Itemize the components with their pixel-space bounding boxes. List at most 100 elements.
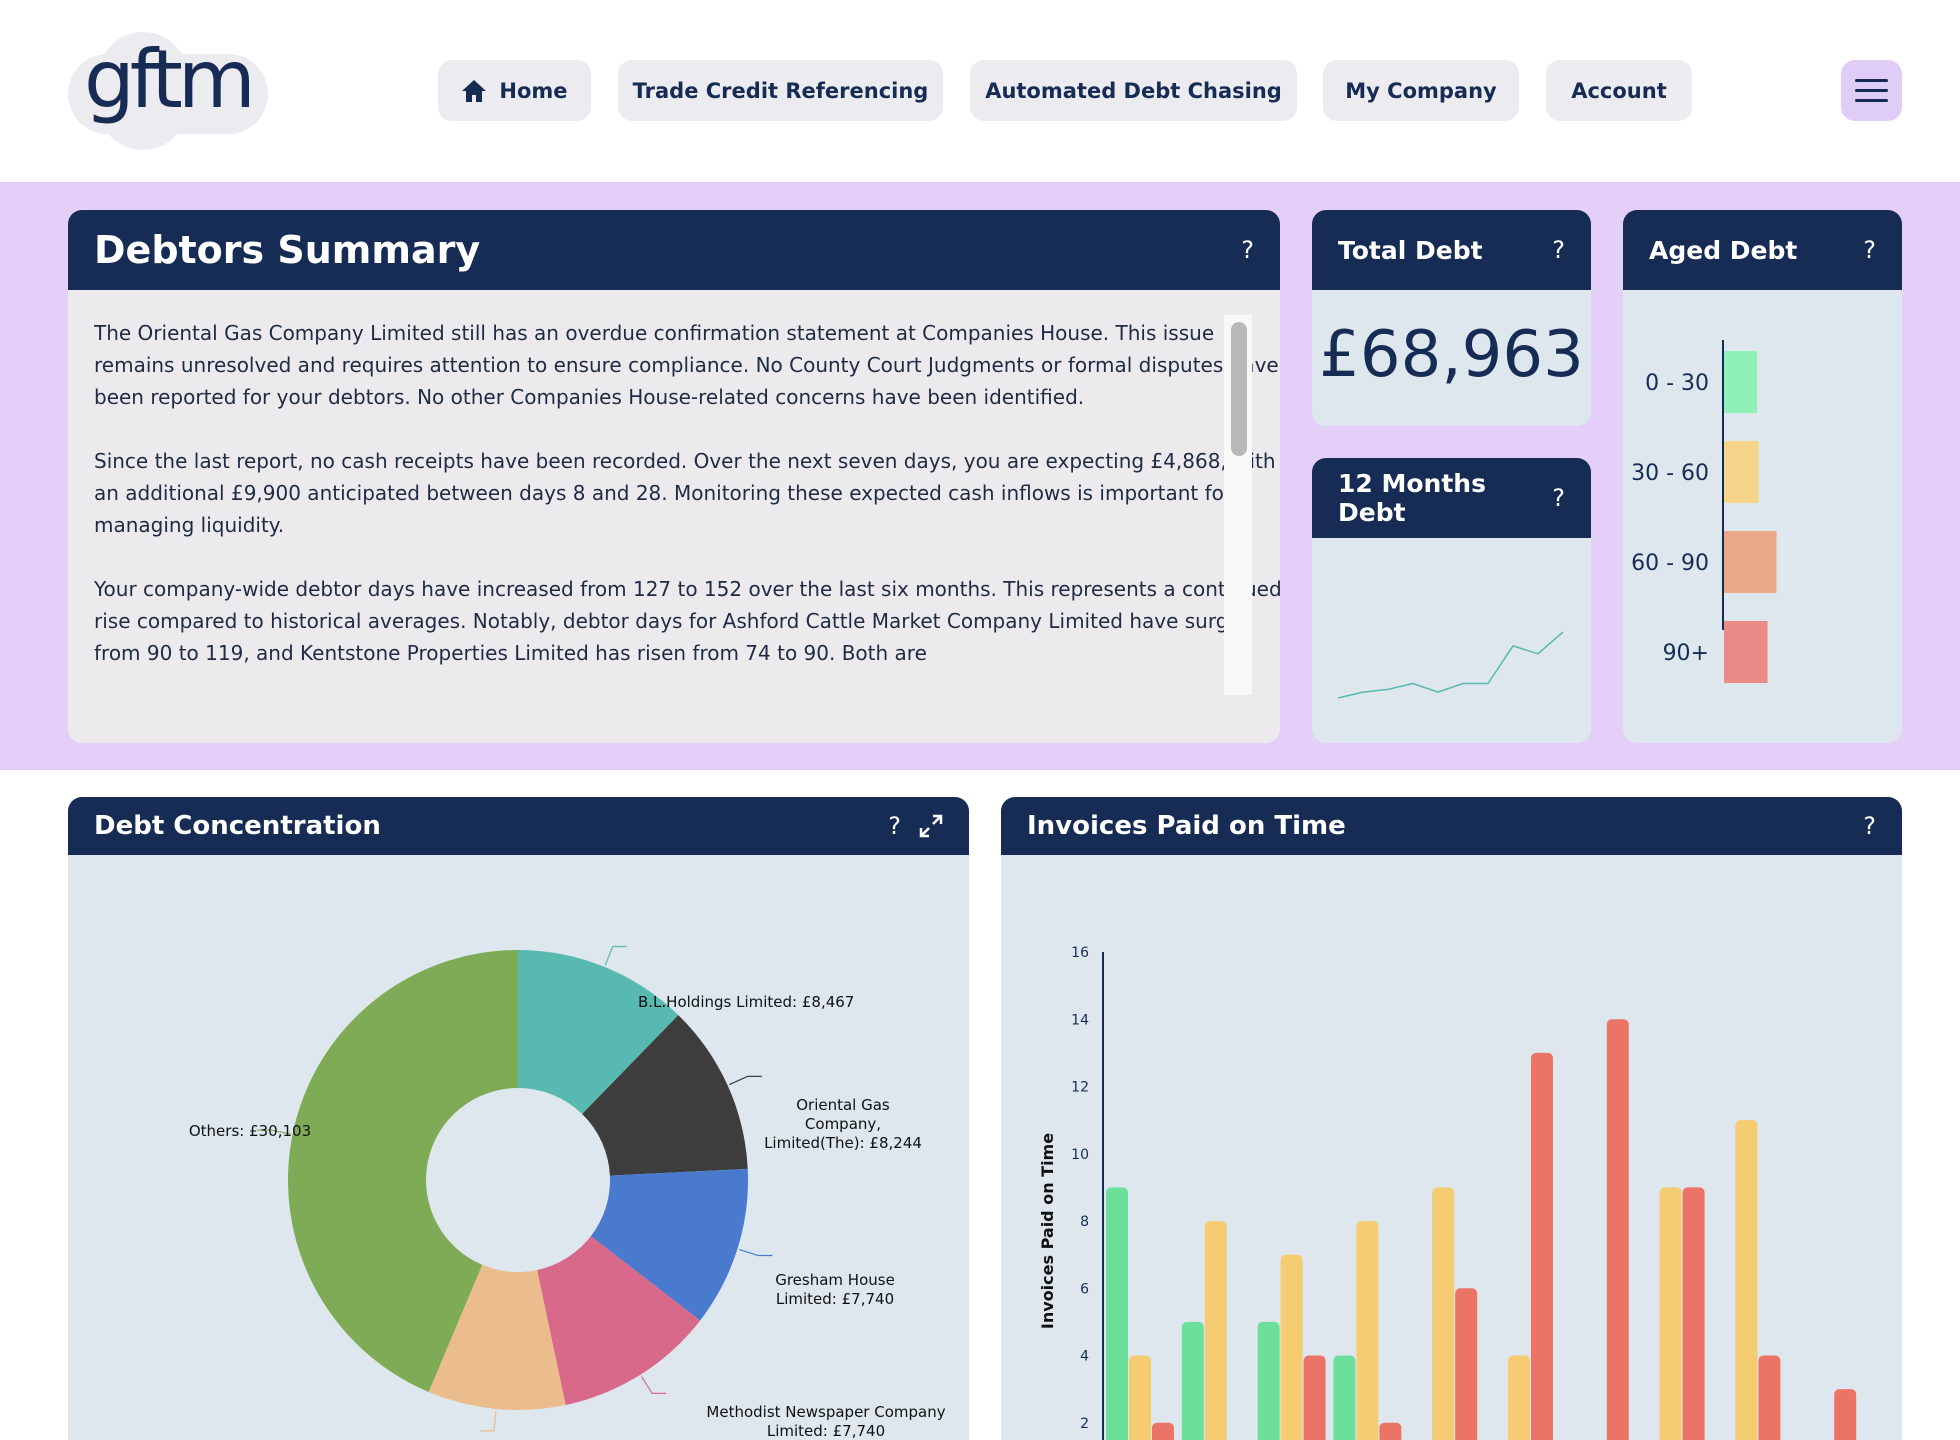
invoice-bar — [1659, 1187, 1682, 1440]
invoices-paid-on-time-title: Invoices Paid on Time — [1027, 811, 1346, 841]
donut-slice-label: Others: £30,103 — [189, 1122, 311, 1140]
invoice-bar — [1379, 1422, 1402, 1440]
home-button[interactable]: Home — [438, 60, 591, 121]
aged-debt-label: 60 - 90 — [1631, 551, 1709, 576]
account-label: Account — [1571, 78, 1667, 103]
invoice-bar — [1204, 1221, 1227, 1440]
hamburger-line — [1855, 79, 1888, 82]
summary-paragraph: Since the last report, no cash receipts … — [94, 449, 1276, 537]
y-tick-label: 2 — [1080, 1416, 1089, 1432]
aged-debt-card: Aged Debt ? 0 - 30 30 - 60 60 - 90 90+ — [1623, 210, 1902, 743]
donut-leader-line — [480, 1410, 497, 1432]
debt-concentration-donut-chart: B.L.Holdings Limited: £8,467 Oriental Gas… — [189, 945, 946, 1440]
aged-debt-chart: 0 - 30 30 - 60 60 - 90 90+ — [1631, 340, 1777, 683]
sparkline-series — [1337, 631, 1564, 699]
invoices-paid-on-time-header: Invoices Paid on Time ? — [1001, 797, 1902, 855]
invoices-paid-on-time-chart: 0246810121416Invoices Paid on Time — [1038, 945, 1857, 1440]
invoice-bar — [1531, 1052, 1553, 1440]
trade-credit-referencing-label: Trade Credit Referencing — [632, 78, 929, 103]
home-icon — [462, 79, 487, 102]
my-company-button[interactable]: My Company — [1323, 60, 1519, 121]
gftm-logo[interactable]: gftm — [68, 32, 268, 150]
automated-debt-chasing-button[interactable]: Automated Debt Chasing — [970, 60, 1297, 121]
aged-debt-label: 0 - 30 — [1645, 371, 1709, 396]
my-company-label: My Company — [1345, 78, 1497, 103]
donut-slice — [582, 1015, 748, 1176]
menu-hamburger-button[interactable] — [1841, 60, 1902, 121]
y-tick-label: 12 — [1071, 1080, 1089, 1096]
help-icon[interactable]: ? — [888, 812, 901, 840]
invoice-bar — [1735, 1120, 1758, 1440]
aged-debt-label: 90+ — [1663, 641, 1709, 666]
donut-slice — [428, 1264, 566, 1410]
debt-concentration-actions: ? — [888, 812, 943, 840]
debtors-summary-text: The Oriental Gas Company Limited still h… — [94, 317, 1280, 717]
aged-debt-bar — [1724, 351, 1757, 413]
aged-debt-title: Aged Debt — [1649, 235, 1798, 265]
aged-debt-bar — [1724, 441, 1759, 503]
logo-backdrop-bump — [98, 32, 188, 150]
hamburger-line — [1855, 99, 1888, 102]
summary-scrollbar-thumb[interactable] — [1231, 322, 1247, 456]
aged-debt-bar — [1724, 621, 1768, 683]
twelve-months-debt-sparkline — [1337, 631, 1564, 699]
donut-leader-line — [640, 1376, 667, 1394]
total-debt-value: £68,963 — [1319, 318, 1584, 392]
total-debt-card: Total Debt ? £68,963 — [1312, 210, 1591, 426]
expand-icon[interactable] — [919, 814, 943, 838]
home-label: Home — [499, 78, 568, 103]
invoice-bar — [1682, 1187, 1705, 1440]
donut-leader-line — [729, 1075, 762, 1086]
invoice-bar — [1106, 1187, 1128, 1440]
help-icon[interactable]: ? — [1552, 484, 1565, 512]
debt-concentration-card: Debt Concentration ? B.L.Holdings Limite… — [68, 797, 969, 1440]
hamburger-line — [1855, 89, 1888, 92]
invoice-bar — [1333, 1355, 1356, 1440]
invoice-bar — [1758, 1355, 1781, 1440]
donut-slice — [288, 950, 518, 1392]
invoice-bar — [1152, 1422, 1174, 1440]
invoice-bar — [1257, 1321, 1280, 1440]
invoice-bar — [1303, 1355, 1326, 1440]
donut-slice — [518, 950, 679, 1115]
help-icon[interactable]: ? — [1241, 236, 1254, 264]
aged-debt-bar — [1724, 531, 1777, 593]
invoice-bar — [1606, 1019, 1629, 1440]
invoice-bar — [1455, 1288, 1478, 1440]
donut-slice-label: Methodist Newspaper Company Limited: £7,7… — [706, 1403, 945, 1440]
donut-slice — [590, 1168, 748, 1321]
donut-slice-label: Gresham House Limited: £7,740 — [775, 1271, 895, 1308]
debtors-summary-header: Debtors Summary ? — [68, 210, 1280, 290]
y-axis-title: Invoices Paid on Time — [1038, 1133, 1057, 1329]
debt-concentration-header: Debt Concentration ? — [68, 797, 969, 855]
invoice-bar — [1181, 1321, 1204, 1440]
summary-paragraph: Your company-wide debtor days have incre… — [94, 577, 1280, 665]
y-tick-label: 10 — [1071, 1147, 1089, 1163]
y-tick-label: 16 — [1071, 945, 1089, 961]
account-button[interactable]: Account — [1546, 60, 1692, 121]
y-tick-label: 4 — [1080, 1349, 1089, 1365]
y-tick-label: 14 — [1071, 1012, 1089, 1028]
donut-slice-label: B.L.Holdings Limited: £8,467 — [638, 993, 854, 1011]
help-icon[interactable]: ? — [1863, 812, 1876, 840]
donut-slice-label: Oriental Gas Company, Limited(The): £8,244 — [764, 1096, 922, 1152]
help-icon[interactable]: ? — [1552, 236, 1565, 264]
donut-leader-line — [604, 945, 627, 966]
debtors-summary-card: Debtors Summary ? The Oriental Gas Compa… — [68, 210, 1280, 743]
debtors-summary-title: Debtors Summary — [94, 228, 481, 272]
invoice-bar — [1280, 1254, 1303, 1440]
top-navigation-bar: gftm Home Trade Credit Referencing Autom… — [0, 0, 1960, 182]
twelve-months-debt-card: 12 Months Debt ? — [1312, 458, 1591, 743]
invoice-bar — [1356, 1221, 1379, 1440]
invoices-paid-on-time-card: Invoices Paid on Time ? 0246810121416Inv… — [1001, 797, 1902, 1440]
trade-credit-referencing-button[interactable]: Trade Credit Referencing — [618, 60, 943, 121]
summary-paragraph: The Oriental Gas Company Limited still h… — [94, 321, 1279, 409]
help-icon[interactable]: ? — [1863, 236, 1876, 264]
invoice-bar — [1432, 1187, 1455, 1440]
total-debt-header: Total Debt ? — [1312, 210, 1591, 290]
twelve-months-debt-header: 12 Months Debt ? — [1312, 458, 1591, 538]
twelve-months-debt-title: 12 Months Debt — [1338, 469, 1486, 527]
y-tick-label: 8 — [1080, 1214, 1089, 1230]
invoice-bar — [1834, 1389, 1857, 1440]
aged-debt-header: Aged Debt ? — [1623, 210, 1902, 290]
